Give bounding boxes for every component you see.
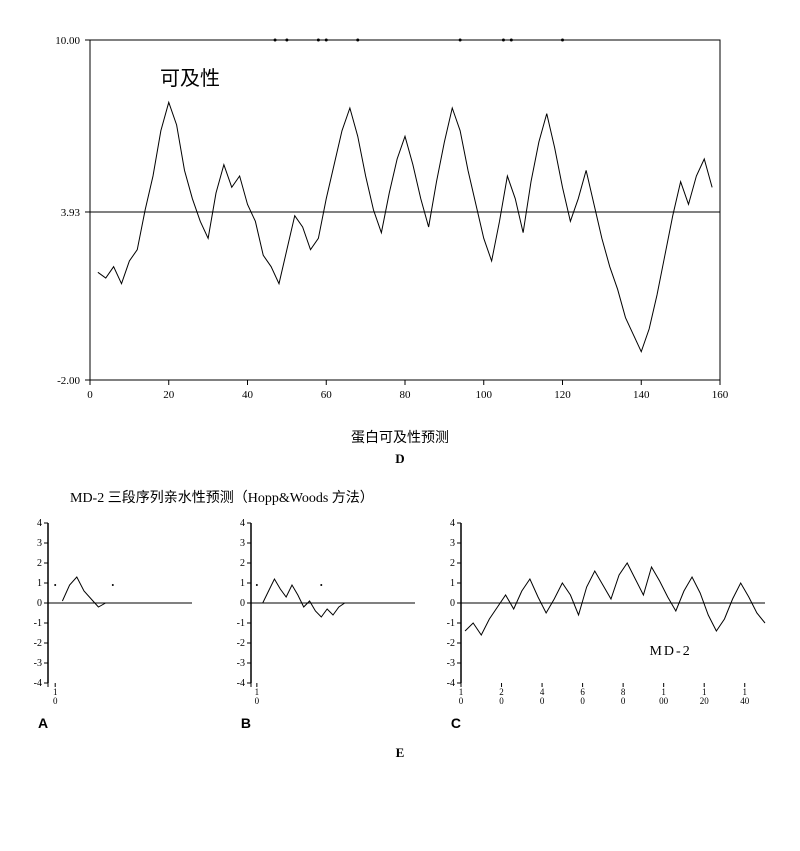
svg-text:1: 1 — [450, 578, 455, 589]
svg-text:4: 4 — [37, 518, 42, 529]
svg-text:1: 1 — [37, 578, 42, 589]
panel-label-e: E — [20, 745, 780, 761]
svg-text:-1: -1 — [34, 618, 42, 629]
panel-label-d: D — [20, 451, 780, 467]
subchart-a-wrap: -4-3-2-10123410 A — [20, 513, 213, 731]
svg-text:3: 3 — [450, 538, 455, 549]
svg-text:20: 20 — [163, 389, 175, 401]
svg-text:0: 0 — [254, 696, 259, 706]
svg-text:0: 0 — [87, 389, 93, 401]
section-e-row: -4-3-2-10123410 A -4-3-2-10123410 B -4-3… — [20, 513, 780, 731]
svg-text:0: 0 — [540, 696, 545, 706]
svg-text:80: 80 — [400, 389, 412, 401]
svg-text:0: 0 — [621, 696, 626, 706]
svg-text:20: 20 — [700, 696, 710, 706]
svg-text:MD-2: MD-2 — [649, 644, 691, 659]
svg-text:-2: -2 — [34, 638, 42, 649]
svg-text:0: 0 — [240, 598, 245, 609]
subchart-c-wrap: -4-3-2-1012341020406080100120140MD-2 C — [433, 513, 780, 731]
section-e-title: MD-2 三段序列亲水性预测（Hopp&Woods 方法） — [70, 487, 780, 507]
svg-text:-3: -3 — [34, 658, 42, 669]
svg-text:1: 1 — [240, 578, 245, 589]
svg-text:4: 4 — [450, 518, 455, 529]
accessibility-chart: 0 20 40 60 80 100 120 140 160 -2.00 3.93 10.00 可及性 — [20, 20, 740, 420]
svg-text:00: 00 — [659, 696, 669, 706]
subchart-c-label: C — [451, 715, 780, 731]
svg-text:0: 0 — [53, 696, 58, 706]
svg-text:120: 120 — [554, 389, 571, 401]
svg-text:3: 3 — [240, 538, 245, 549]
svg-text:2: 2 — [450, 558, 455, 569]
svg-text:-1: -1 — [447, 618, 455, 629]
subchart-b-label: B — [241, 715, 423, 731]
main-chart-caption: 蛋白可及性预测 — [20, 427, 780, 447]
svg-text:2: 2 — [37, 558, 42, 569]
svg-text:-2: -2 — [237, 638, 245, 649]
svg-text:-4: -4 — [447, 678, 455, 689]
svg-text:10.00: 10.00 — [55, 35, 80, 47]
svg-text:0: 0 — [580, 696, 585, 706]
subchart-a-label: A — [38, 715, 213, 731]
svg-text:160: 160 — [712, 389, 729, 401]
svg-text:-4: -4 — [34, 678, 42, 689]
svg-text:-2.00: -2.00 — [57, 375, 80, 387]
subchart-a: -4-3-2-10123410 — [20, 513, 200, 713]
svg-text:0: 0 — [37, 598, 42, 609]
svg-text:-3: -3 — [237, 658, 245, 669]
svg-text:-2: -2 — [447, 638, 455, 649]
svg-text:0: 0 — [499, 696, 504, 706]
svg-text:100: 100 — [476, 389, 493, 401]
svg-text:-3: -3 — [447, 658, 455, 669]
svg-text:60: 60 — [321, 389, 333, 401]
svg-text:-4: -4 — [237, 678, 245, 689]
svg-text:40: 40 — [242, 389, 254, 401]
subchart-b: -4-3-2-10123410 — [223, 513, 423, 713]
svg-text:可及性: 可及性 — [160, 67, 220, 90]
subchart-b-wrap: -4-3-2-10123410 B — [223, 513, 423, 731]
svg-text:3.93: 3.93 — [61, 207, 81, 219]
svg-text:-1: -1 — [237, 618, 245, 629]
svg-text:0: 0 — [450, 598, 455, 609]
svg-text:4: 4 — [240, 518, 245, 529]
svg-text:0: 0 — [459, 696, 464, 706]
svg-text:140: 140 — [633, 389, 650, 401]
svg-text:40: 40 — [740, 696, 750, 706]
subchart-c: -4-3-2-1012341020406080100120140MD-2 — [433, 513, 773, 713]
svg-text:3: 3 — [37, 538, 42, 549]
main-chart-panel: 0 20 40 60 80 100 120 140 160 -2.00 3.93 10.00 可及性 蛋… — [20, 20, 780, 467]
svg-text:2: 2 — [240, 558, 245, 569]
